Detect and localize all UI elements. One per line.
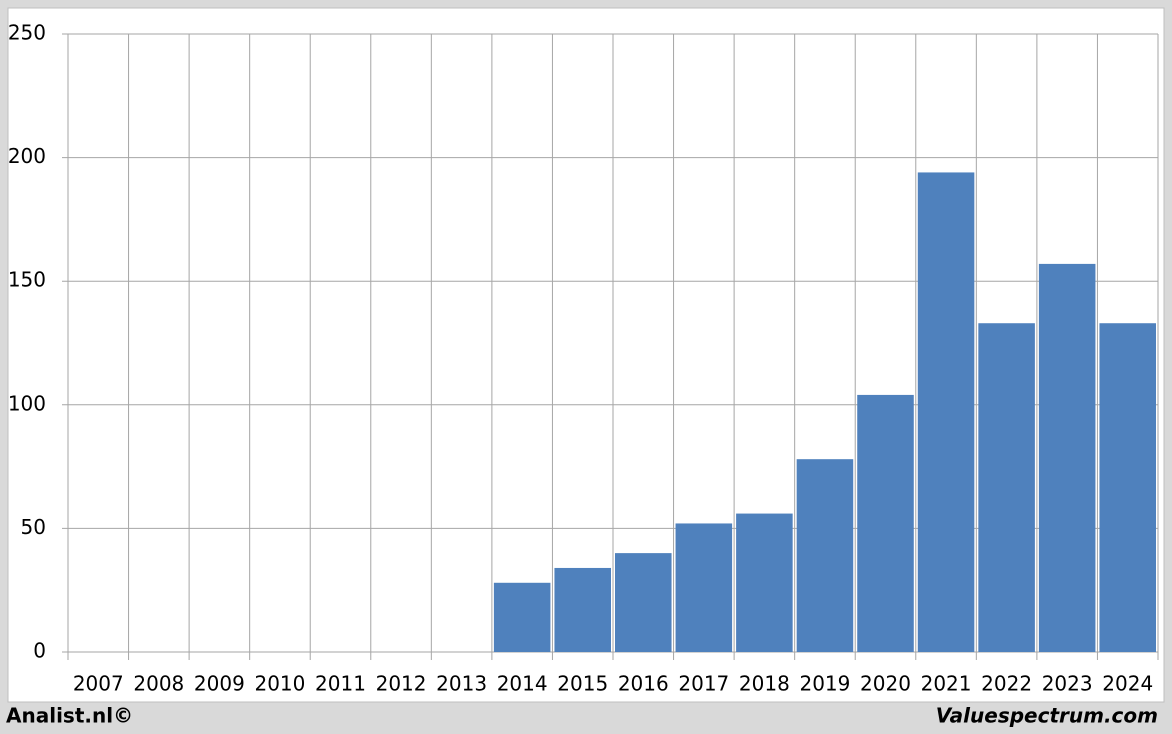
y-tick-label: 150 (8, 268, 46, 292)
x-tick-label: 2019 (799, 672, 850, 696)
x-tick-label: 2023 (1042, 672, 1093, 696)
x-tick-label: 2020 (860, 672, 911, 696)
bar (554, 567, 611, 652)
y-tick-label: 50 (21, 515, 46, 539)
x-tick-label: 2016 (618, 672, 669, 696)
bar (978, 323, 1035, 652)
bar (917, 172, 975, 652)
bar (493, 582, 551, 652)
x-tick-label: 2007 (73, 672, 124, 696)
y-tick-label: 250 (8, 21, 46, 45)
x-tick-label: 2012 (376, 672, 427, 696)
bar (615, 553, 672, 652)
bar (796, 459, 854, 652)
x-tick-label: 2017 (678, 672, 729, 696)
y-tick-label: 100 (8, 391, 46, 415)
bar (1038, 263, 1096, 652)
bar (736, 513, 793, 652)
x-tick-label: 2010 (254, 672, 305, 696)
x-tick-label: 2014 (497, 672, 548, 696)
y-tick-label: 0 (33, 639, 46, 663)
x-tick-label: 2022 (981, 672, 1032, 696)
x-tick-label: 2015 (557, 672, 608, 696)
x-tick-label: 2008 (133, 672, 184, 696)
x-tick-label: 2021 (921, 672, 972, 696)
bar (1099, 323, 1156, 652)
bar (675, 523, 733, 652)
x-tick-label: 2011 (315, 672, 366, 696)
y-tick-label: 200 (8, 144, 46, 168)
footer-right: Valuespectrum.com (936, 704, 1158, 728)
bar (857, 394, 914, 652)
x-tick-label: 2024 (1102, 672, 1153, 696)
x-tick-label: 2009 (194, 672, 245, 696)
x-tick-label: 2013 (436, 672, 487, 696)
footer-left: Analist.nl© (6, 704, 133, 728)
x-tick-label: 2018 (739, 672, 790, 696)
